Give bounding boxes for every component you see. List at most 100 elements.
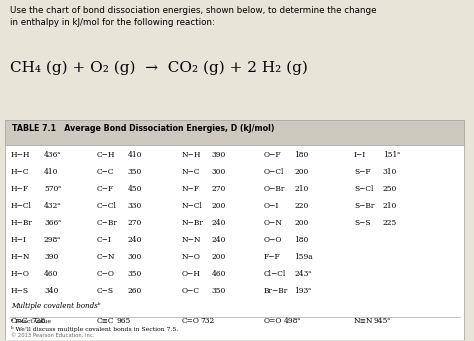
Text: 200: 200 [294,168,309,176]
Text: 151ᵃ: 151ᵃ [383,151,400,159]
Text: 260: 260 [128,287,142,295]
Text: H−Cl: H−Cl [11,202,32,210]
Text: 298ᵃ: 298ᵃ [44,236,61,244]
Text: 410: 410 [128,151,142,159]
Text: O−I: O−I [264,202,280,210]
Text: 300: 300 [212,168,226,176]
Text: ᵇ We’ll discuss multiple covalent bonds in Section 7.5.: ᵇ We’ll discuss multiple covalent bonds … [11,326,178,332]
Text: N−O: N−O [182,253,201,261]
Text: H−I: H−I [11,236,27,244]
Text: I−I: I−I [354,151,366,159]
FancyBboxPatch shape [5,120,465,145]
Text: 200: 200 [294,219,309,227]
Text: H−O: H−O [11,270,30,278]
Text: Use the chart of bond dissociation energies, shown below, to determine the chang: Use the chart of bond dissociation energ… [10,6,376,27]
Text: C−Cl: C−Cl [96,202,116,210]
Text: S−Cl: S−Cl [354,185,374,193]
Text: 390: 390 [44,253,58,261]
Text: N−F: N−F [182,185,200,193]
Text: 210: 210 [294,185,309,193]
Text: S−Br: S−Br [354,202,374,210]
Text: O−N: O−N [264,219,283,227]
Text: 200: 200 [212,253,226,261]
Text: 350: 350 [212,287,226,295]
Text: 432ᵃ: 432ᵃ [44,202,61,210]
Text: 243ᵃ: 243ᵃ [294,270,311,278]
Text: S−S: S−S [354,219,371,227]
Text: 180: 180 [294,236,309,244]
Text: 350: 350 [128,168,142,176]
Text: Cl−Cl: Cl−Cl [264,270,286,278]
Text: 240: 240 [212,236,226,244]
Text: ᵃ Exact value: ᵃ Exact value [11,318,51,324]
Text: H−Br: H−Br [11,219,33,227]
Text: 270: 270 [128,219,142,227]
Text: 390: 390 [212,151,226,159]
Text: C−S: C−S [96,287,113,295]
Text: O−H: O−H [182,270,201,278]
Text: 210: 210 [383,202,397,210]
Text: 225: 225 [383,219,397,227]
Text: 250: 250 [383,185,397,193]
Text: 366ᵃ: 366ᵃ [44,219,61,227]
Text: 498ᵃ: 498ᵃ [284,317,301,325]
Text: 450: 450 [128,185,142,193]
Text: 200: 200 [212,202,226,210]
Text: C≡C: C≡C [96,317,114,325]
Text: C=C: C=C [11,317,28,325]
Text: 340: 340 [44,287,58,295]
Text: 410: 410 [44,168,58,176]
Text: 732: 732 [200,317,214,325]
Text: 460: 460 [212,270,226,278]
Text: C−F: C−F [96,185,113,193]
Text: 159a: 159a [294,253,313,261]
Text: O−F: O−F [264,151,282,159]
Text: F−F: F−F [264,253,281,261]
Text: O−O: O−O [264,236,283,244]
Text: C−N: C−N [96,253,115,261]
Text: H−H: H−H [11,151,30,159]
Text: 945ᵃ: 945ᵃ [374,317,391,325]
Text: C−H: C−H [96,151,115,159]
Text: C−I: C−I [96,236,111,244]
Text: CH₄ (g) + O₂ (g)  →  CO₂ (g) + 2 H₂ (g): CH₄ (g) + O₂ (g) → CO₂ (g) + 2 H₂ (g) [10,60,308,75]
Text: © 2013 Pearson Education, Inc.: © 2013 Pearson Education, Inc. [11,333,94,338]
Text: TABLE 7.1   Average Bond Dissociation Energies, D (kJ/mol): TABLE 7.1 Average Bond Dissociation Ener… [12,124,275,133]
Text: Multiple covalent bondsᵇ: Multiple covalent bondsᵇ [11,301,100,310]
Text: 310: 310 [383,168,397,176]
Text: 728: 728 [31,317,46,325]
Text: 300: 300 [128,253,142,261]
Text: N≡N: N≡N [354,317,374,325]
Text: H−F: H−F [11,185,29,193]
Text: O=O: O=O [264,317,283,325]
Text: S−F: S−F [354,168,371,176]
Text: 240: 240 [128,236,142,244]
Text: N−N: N−N [182,236,201,244]
Text: O−Br: O−Br [264,185,285,193]
Text: C−O: C−O [96,270,114,278]
Text: O−C: O−C [182,287,200,295]
Text: C=O: C=O [182,317,200,325]
Text: H−N: H−N [11,253,30,261]
Text: 350: 350 [128,270,142,278]
Text: N−Cl: N−Cl [182,202,202,210]
Text: C−C: C−C [96,168,114,176]
FancyBboxPatch shape [5,120,465,340]
Text: C−Br: C−Br [96,219,117,227]
Text: Br−Br: Br−Br [264,287,288,295]
Text: N−C: N−C [182,168,200,176]
Text: 965: 965 [116,317,130,325]
Text: 270: 270 [212,185,226,193]
Text: N−Br: N−Br [182,219,203,227]
Text: 330: 330 [128,202,142,210]
Text: 220: 220 [294,202,309,210]
Text: 180: 180 [294,151,309,159]
Text: 460: 460 [44,270,58,278]
Text: H−S: H−S [11,287,29,295]
Text: 193ᵃ: 193ᵃ [294,287,311,295]
Text: H−C: H−C [11,168,29,176]
Text: 570ᵃ: 570ᵃ [44,185,61,193]
Text: 436ᵃ: 436ᵃ [44,151,61,159]
Text: O−Cl: O−Cl [264,168,284,176]
Text: N−H: N−H [182,151,201,159]
